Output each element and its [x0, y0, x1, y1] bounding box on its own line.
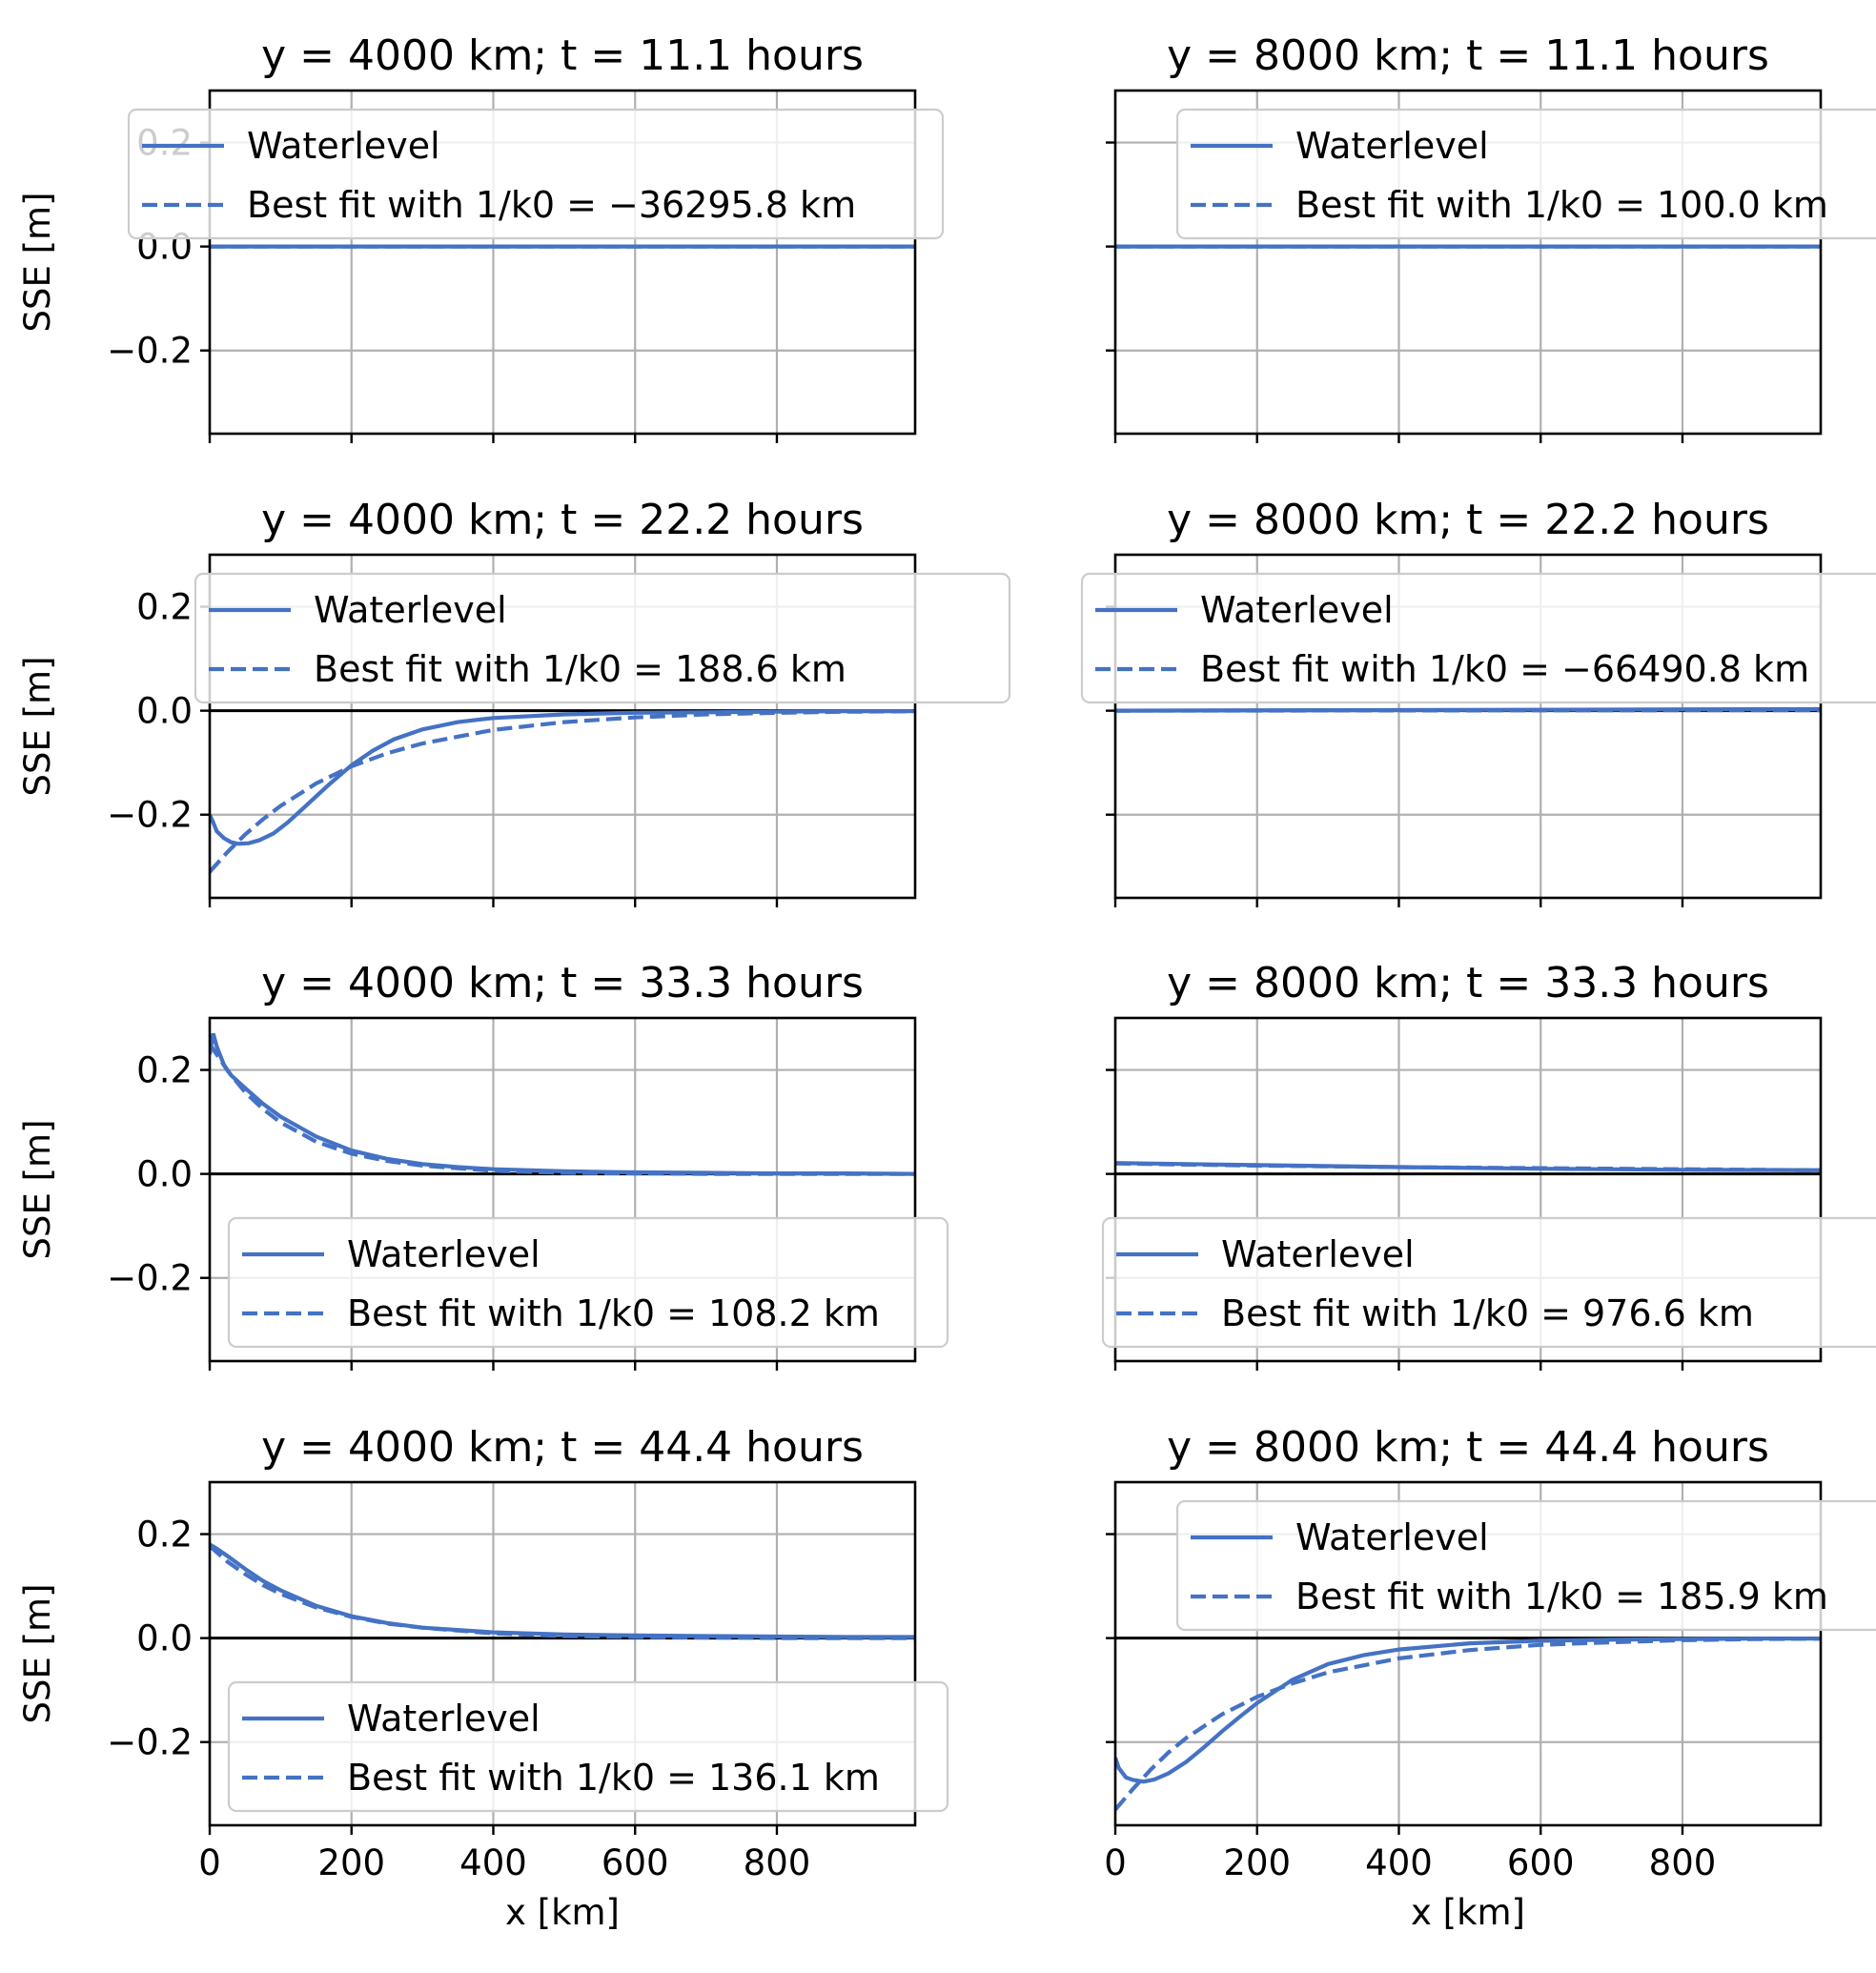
legend-label: Waterlevel — [347, 1698, 540, 1739]
y-axis-label: SSE [m] — [17, 656, 58, 796]
axes-frame — [1113, 89, 1823, 436]
legend-frame — [127, 108, 945, 240]
axes-frame — [208, 1480, 917, 1827]
subplot-1: −0.20.00.2y = 4000 km; t = 11.1 hoursSSE… — [17, 31, 945, 443]
y-tick-label: −0.2 — [107, 1722, 193, 1763]
legend-frame — [194, 572, 1011, 704]
subplot-3: −0.2 0.0 0.2 y = 4000 km; t = 22.2 hours SSE… — [17, 496, 1011, 907]
legend-frame — [1175, 108, 1876, 240]
legend: Waterlevel Best fit with 1/k0 = 108.2 km — [227, 1216, 949, 1349]
legend-label: Best fit with 1/k0 = 188.6 km — [314, 648, 846, 690]
x-tick-label: 600 — [602, 1842, 669, 1883]
x-tick-label: 0 — [198, 1842, 221, 1883]
best-fit-line — [1115, 707, 1821, 713]
best-fit-line — [210, 709, 915, 874]
axes-frame — [208, 89, 917, 436]
legend-label: Best fit with 1/k0 = 100.0 km — [1295, 184, 1828, 226]
legend-label: Waterlevel — [1295, 125, 1489, 167]
legend-label: Waterlevel — [1295, 1516, 1489, 1558]
subplot-title: y = 8000 km; t = 22.2 hours — [1167, 496, 1769, 544]
subplot-7: 0 200 400 600 800 −0.2 0.0 0.2 y = 4000 km; t = … — [17, 1423, 949, 1933]
x-tick-label: 800 — [744, 1842, 811, 1883]
subplot-title: y = 4000 km; t = 22.2 hours — [261, 496, 864, 544]
best-fit-line — [1115, 1161, 1821, 1172]
x-axis-label: x [km] — [505, 1892, 620, 1933]
subplot-8: 0 200 400 600 800 y = 8000 km; t = 44.4 hours… — [1104, 1423, 1876, 1933]
legend-label: Best fit with 1/k0 = −66490.8 km — [1200, 648, 1809, 690]
legend: Waterlevel Best fit with 1/k0 = 976.6 km — [1101, 1216, 1876, 1349]
axes-frame — [208, 553, 917, 900]
best-fit-line — [210, 1043, 915, 1176]
waterlevel-line — [210, 1542, 915, 1639]
legend-label: Best fit with 1/k0 = 108.2 km — [347, 1292, 880, 1334]
y-tick-label: −0.2 — [107, 331, 193, 372]
legend: Waterlevel Best fit with 1/k0 = −66490.8 … — [1080, 572, 1876, 704]
subplot-title: y = 4000 km; t = 44.4 hours — [261, 1423, 864, 1472]
best-fit-line — [1115, 1637, 1821, 1811]
axes-frame — [1113, 553, 1823, 900]
legend-label: Waterlevel — [247, 125, 440, 167]
subplot-6: y = 8000 km; t = 33.3 hours Waterlevel Bes… — [1101, 959, 1876, 1371]
waterlevel-line — [210, 1032, 915, 1176]
best-fit-line — [210, 1544, 915, 1640]
legend-frame — [1101, 1216, 1876, 1349]
subplot-2: y = 8000 km; t = 11.1 hours Waterlevel Bes… — [1106, 31, 1876, 443]
x-tick-label: 200 — [1223, 1842, 1291, 1883]
waterlevel-line — [210, 709, 915, 846]
legend-frame — [227, 1216, 949, 1349]
legend-label: Best fit with 1/k0 = 976.6 km — [1221, 1292, 1754, 1334]
y-tick-label: 0.2 — [136, 1050, 193, 1091]
subplot-4: y = 8000 km; t = 22.2 hours Waterlevel Bes… — [1080, 496, 1876, 907]
x-tick-label: 200 — [317, 1842, 385, 1883]
y-tick-label: −0.2 — [107, 1258, 193, 1299]
subplot-title: y = 8000 km; t = 11.1 hours — [1167, 31, 1769, 80]
legend: Waterlevel Best fit with 1/k0 = 136.1 km — [227, 1680, 949, 1813]
x-tick-label: 400 — [459, 1842, 527, 1883]
subplot-title: y = 4000 km; t = 33.3 hours — [261, 959, 864, 1007]
subplot-title: y = 4000 km; t = 11.1 hours — [261, 31, 864, 80]
legend-label: Best fit with 1/k0 = 136.1 km — [347, 1757, 880, 1799]
legend-label: Waterlevel — [1221, 1233, 1415, 1275]
y-axis-label: SSE [m] — [17, 1119, 58, 1259]
x-axis-label: x [km] — [1411, 1892, 1525, 1933]
legend-label: Waterlevel — [314, 589, 507, 631]
x-tick-label: 0 — [1104, 1842, 1127, 1883]
waterlevel-line — [1115, 1637, 1821, 1784]
subplot-title: y = 8000 km; t = 44.4 hours — [1167, 1423, 1769, 1472]
x-tick-label: 800 — [1649, 1842, 1717, 1883]
axes-frame — [1113, 1480, 1823, 1827]
legend-frame — [1080, 572, 1876, 704]
y-tick-label: 0.2 — [136, 587, 193, 628]
legend-frame — [1175, 1499, 1876, 1632]
legend: Waterlevel Best fit with 1/k0 = 185.9 km — [1175, 1499, 1876, 1632]
legend-label: Best fit with 1/k0 = −36295.8 km — [247, 184, 856, 226]
y-tick-label: 0.0 — [136, 1154, 193, 1195]
legend-label: Best fit with 1/k0 = 185.9 km — [1295, 1576, 1828, 1617]
legend-frame — [227, 1680, 949, 1813]
subplot-title: y = 8000 km; t = 33.3 hours — [1167, 959, 1769, 1007]
x-tick-label: 600 — [1507, 1842, 1575, 1883]
y-tick-label: −0.2 — [107, 795, 193, 836]
subplot-5: −0.2 0.0 0.2 y = 4000 km; t = 33.3 hours SSE… — [17, 959, 949, 1371]
legend: Waterlevel Best fit with 1/k0 = 100.0 km — [1175, 108, 1876, 240]
y-tick-label: 0.0 — [136, 1618, 193, 1659]
legend: Waterlevel Best fit with 1/k0 = 188.6 km — [194, 572, 1011, 704]
legend-label: Waterlevel — [347, 1233, 540, 1275]
y-tick-label: 0.0 — [136, 691, 193, 732]
x-tick-label: 400 — [1365, 1842, 1433, 1883]
legend-label: Waterlevel — [1200, 589, 1394, 631]
legend: Waterlevel Best fit with 1/k0 = −36295.8 … — [127, 108, 945, 240]
axes-frame — [1113, 1016, 1823, 1363]
y-axis-label: SSE [m] — [17, 1583, 58, 1723]
y-tick-label: 0.2 — [136, 1515, 193, 1556]
y-axis-label: SSE [m] — [17, 192, 58, 332]
axes-frame — [208, 1016, 917, 1363]
